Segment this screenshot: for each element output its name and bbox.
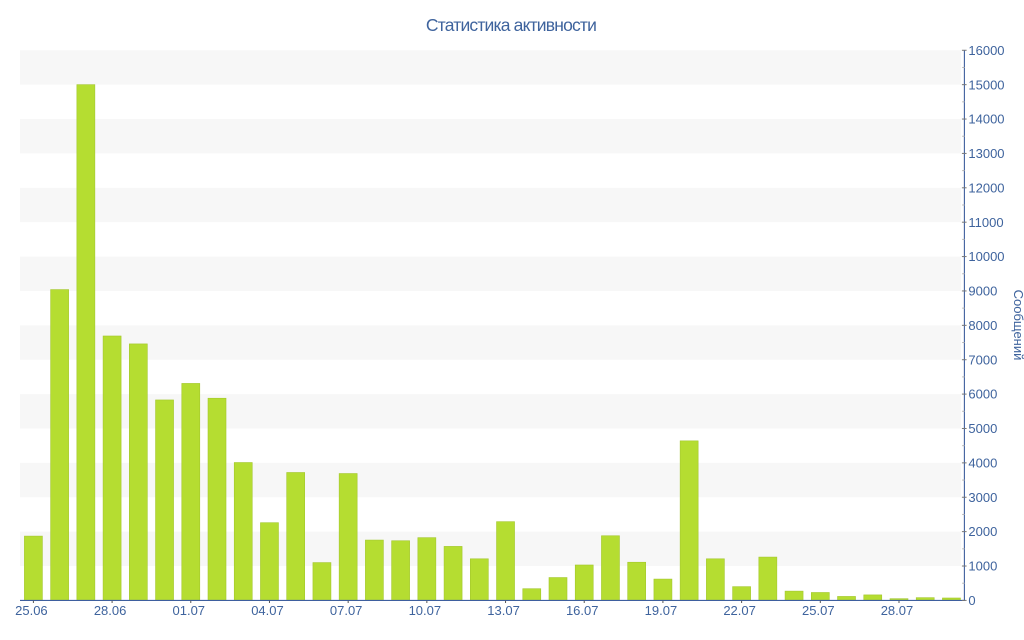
svg-text:14000: 14000 bbox=[968, 112, 1004, 127]
svg-text:Сообщений: Сообщений bbox=[1011, 290, 1024, 361]
svg-text:25.06: 25.06 bbox=[15, 603, 48, 618]
svg-text:28.06: 28.06 bbox=[94, 603, 127, 618]
svg-text:19.07: 19.07 bbox=[645, 603, 678, 618]
svg-text:4000: 4000 bbox=[968, 455, 997, 470]
svg-text:16000: 16000 bbox=[968, 43, 1004, 58]
svg-text:3000: 3000 bbox=[968, 490, 997, 505]
svg-text:9000: 9000 bbox=[968, 284, 997, 299]
svg-text:Статистика активности: Статистика активности bbox=[426, 15, 596, 35]
svg-text:7000: 7000 bbox=[968, 352, 997, 367]
svg-text:5000: 5000 bbox=[968, 421, 997, 436]
svg-text:15000: 15000 bbox=[968, 77, 1004, 92]
svg-text:10000: 10000 bbox=[968, 249, 1004, 264]
svg-text:22.07: 22.07 bbox=[723, 603, 756, 618]
svg-text:07.07: 07.07 bbox=[330, 603, 363, 618]
svg-text:8000: 8000 bbox=[968, 318, 997, 333]
svg-text:2000: 2000 bbox=[968, 524, 997, 539]
svg-text:13.07: 13.07 bbox=[487, 603, 520, 618]
svg-text:0: 0 bbox=[968, 593, 975, 608]
svg-text:10.07: 10.07 bbox=[409, 603, 442, 618]
svg-text:04.07: 04.07 bbox=[251, 603, 284, 618]
svg-text:6000: 6000 bbox=[968, 387, 997, 402]
svg-text:11000: 11000 bbox=[968, 215, 1003, 230]
svg-text:28.07: 28.07 bbox=[881, 603, 914, 618]
svg-text:13000: 13000 bbox=[968, 146, 1004, 161]
svg-text:25.07: 25.07 bbox=[802, 603, 835, 618]
svg-text:1000: 1000 bbox=[968, 559, 997, 574]
svg-text:12000: 12000 bbox=[968, 180, 1004, 195]
svg-text:01.07: 01.07 bbox=[173, 603, 206, 618]
svg-text:16.07: 16.07 bbox=[566, 603, 599, 618]
